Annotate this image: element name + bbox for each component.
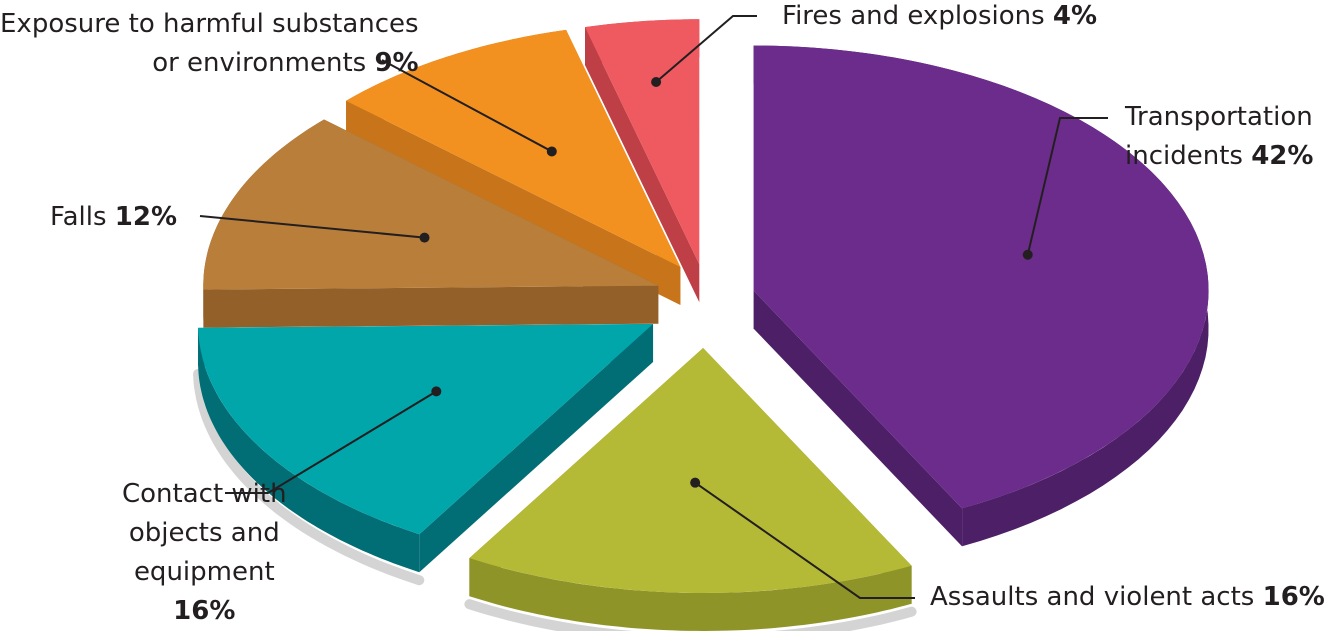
label-exposure-to-harmful-substances-or-environments: Exposure to harmful substances or environ…: [0, 5, 419, 83]
slice-shadow: [464, 599, 917, 631]
slice-rim: [469, 558, 912, 631]
label-line: incidents 42%: [1125, 137, 1313, 176]
slice-fires-and-explosions: [585, 19, 700, 303]
leader-line: [655, 15, 757, 83]
slice-top-exposure-to-harmful-substances-or-environments: [346, 29, 681, 268]
label-value: 16%: [173, 596, 236, 626]
label-fires-and-explosions: Fires and explosions 4%: [782, 0, 1097, 36]
slice-wall: [585, 27, 700, 303]
label-text: Transportation: [1125, 102, 1313, 132]
leader-line: [1026, 117, 1108, 255]
label-line: objects and: [122, 514, 287, 553]
anchor-dot: [651, 77, 662, 88]
leader-line: [381, 59, 553, 153]
label-line: Contact with: [122, 475, 287, 514]
label-assaults-and-violent-acts: Assaults and violent acts 16%: [930, 578, 1325, 617]
slice-rim: [198, 327, 420, 573]
anchor-dot: [546, 146, 557, 157]
anchor-dot: [431, 386, 442, 397]
label-text: objects and: [128, 518, 280, 548]
label-text: Assaults and violent acts: [930, 582, 1255, 612]
label-line: Exposure to harmful substances: [0, 5, 419, 44]
label-value: 9%: [374, 48, 419, 78]
slice-top-transportation-incidents: [753, 45, 1209, 509]
label-text: incidents: [1125, 141, 1243, 171]
leader-line: [199, 215, 425, 239]
anchor-dot: [1022, 249, 1033, 260]
label-line: 16%: [122, 592, 287, 631]
leader-line: [694, 481, 915, 599]
label-value: 42%: [1251, 141, 1314, 171]
slice-assaults-and-violent-acts: [469, 347, 912, 631]
label-falls: Falls 12%: [50, 198, 177, 237]
anchor-dot: [690, 477, 701, 488]
slice-exposure-to-harmful-substances-or-environments: [346, 29, 681, 306]
label-text: equipment: [133, 557, 275, 587]
label-value: 12%: [114, 202, 177, 232]
label-contact-with-objects-and-equipment: Contact with objects and equipment 16%: [122, 475, 287, 631]
label-transportation-incidents: Transportation incidents 42%: [1125, 98, 1313, 176]
slice-top-assaults-and-violent-acts: [469, 347, 912, 593]
label-text: Exposure to harmful substances: [0, 9, 419, 39]
leader-line: [225, 390, 437, 494]
slice-falls: [203, 119, 659, 328]
label-line: Falls 12%: [50, 198, 177, 237]
label-line: Transportation: [1125, 98, 1313, 137]
slice-transportation-incidents: [753, 45, 1209, 547]
slice-top-contact-with-objects-and-equipment: [198, 324, 654, 535]
label-line: or environments 9%: [0, 44, 419, 83]
slice-wall: [203, 285, 659, 328]
label-value: 16%: [1262, 582, 1325, 612]
slice-wall: [753, 290, 963, 547]
anchor-dot: [419, 232, 430, 243]
label-text: Fires and explosions: [782, 1, 1045, 31]
label-line: equipment: [122, 553, 287, 592]
slice-wall: [419, 324, 654, 573]
label-text: Falls: [50, 202, 107, 232]
leader-lines: [199, 15, 1108, 599]
label-text: or environments: [152, 48, 367, 78]
slice-wall: [346, 100, 681, 306]
label-line: Assaults and violent acts 16%: [930, 578, 1325, 617]
label-text: Contact with: [122, 479, 287, 509]
slice-top-falls: [203, 119, 659, 290]
slice-top-fires-and-explosions: [585, 19, 700, 265]
slice-contact-with-objects-and-equipment: [198, 324, 654, 573]
label-line: Fires and explosions 4%: [782, 0, 1097, 36]
label-value: 4%: [1052, 1, 1098, 31]
